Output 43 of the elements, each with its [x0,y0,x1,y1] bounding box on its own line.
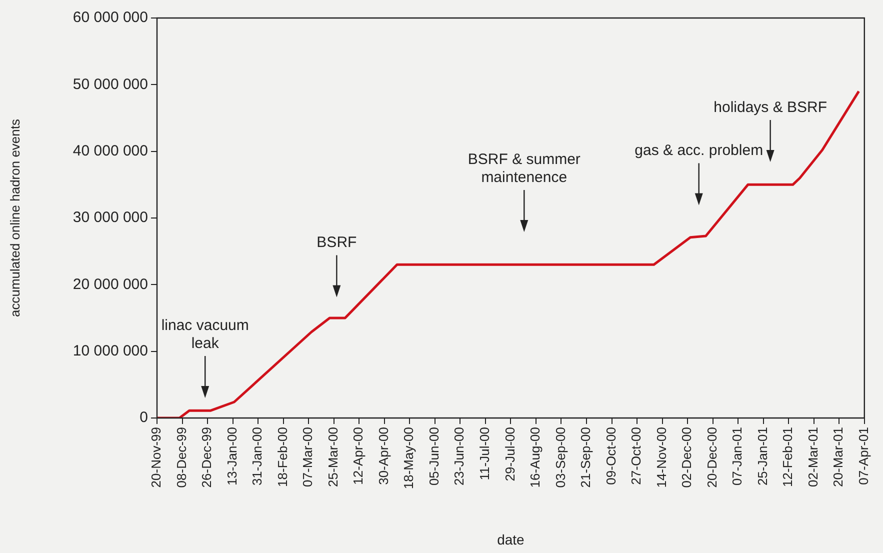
x-tick-label: 30-Apr-00 [376,427,391,485]
y-tick-label: 10 000 000 [72,342,148,360]
x-tick-label: 23-Jun-00 [452,427,467,486]
annotation: holidays & BSRF [714,99,828,116]
x-tick-label: 20-Nov-99 [148,427,164,488]
x-tick-label: 29-Jul-00 [502,427,518,482]
x-tick-label: 25-Mar-00 [325,427,340,487]
x-tick-label: 12-Feb-01 [780,427,796,487]
y-tick-label: 50 000 000 [72,76,148,93]
x-tick-label: 12-Apr-00 [350,427,366,485]
y-tick-label: 40 000 000 [72,142,148,160]
x-tick-label: 14-Nov-00 [654,427,669,488]
annotation: gas & acc. problem [634,142,764,160]
x-tick-label: 07-Jan-01 [730,427,745,486]
x-tick-label: 11-Jul-00 [477,427,492,480]
x-tick-label: 26-Dec-99 [199,427,214,488]
x-tick-label: 13-Jan-00 [224,427,240,486]
x-tick-label: 02-Dec-00 [679,427,694,488]
x-tick-label: 18-Feb-00 [274,427,290,487]
x-tick-label: 09-Oct-00 [603,427,618,485]
x-tick-label: 16-Aug-00 [528,427,543,488]
x-tick-label: 07-Apr-01 [856,427,871,485]
y-axis-title: accumulated online hadron events [7,118,22,318]
x-tick-label: 05-Jun-00 [426,427,442,486]
x-tick-label: 25-Jan-01 [754,427,770,486]
x-tick-label: 08-Dec-99 [174,427,189,488]
annotation: BSRF [316,234,357,252]
y-tick-label: 30 000 000 [72,209,148,226]
y-tick-label: 60 000 000 [72,9,148,26]
y-tick-label: 0 [140,409,148,426]
annotation: BSRF & summer maintenence [468,151,580,186]
x-tick-label: 03-Sep-00 [552,427,568,488]
x-tick-label: 21-Sep-00 [578,427,594,488]
annotation: linac vacuum leak [161,317,249,352]
x-tick-label: 27-Oct-00 [628,427,644,485]
x-tick-label: 31-Jan-00 [250,427,265,486]
y-tick-label: 20 000 000 [72,276,148,293]
x-axis-title: date [497,531,525,548]
x-tick-label: 02-Mar-01 [805,427,820,487]
x-tick-label: 20-Dec-00 [704,427,720,488]
x-tick-label: 07-Mar-00 [300,427,316,487]
x-tick-label: 18-May-00 [401,427,416,490]
x-tick-label: 20-Mar-01 [830,427,846,487]
